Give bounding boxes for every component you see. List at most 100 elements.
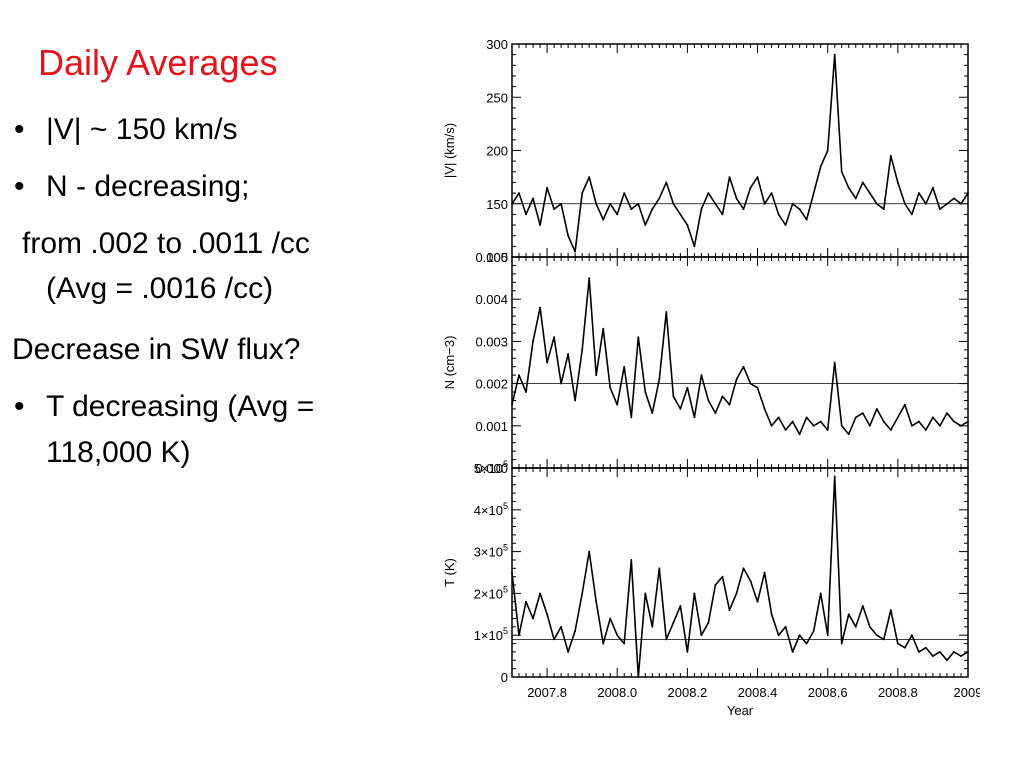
data-point [644,592,647,595]
data-point [714,412,717,415]
y-tick-label: 0.004 [475,292,508,307]
x-tick-label: 2008.4 [738,685,778,700]
data-point [749,579,752,582]
data-point [623,192,626,195]
data-point [574,630,577,632]
y-tick-label-exponent: 5 [503,459,508,469]
data-point [798,208,801,210]
data-point [770,192,773,195]
data-point [953,651,955,653]
data-point [939,651,941,653]
data-point [735,592,738,595]
data-point [812,630,815,632]
data-point [854,625,857,628]
data-point [581,348,584,351]
data-point [511,403,513,406]
data-point [686,651,689,653]
y-tick-label: 300 [486,37,508,52]
data-point [833,361,836,364]
data-point [679,213,682,216]
data-point [896,181,899,184]
data-point [847,613,850,616]
data-point [588,176,591,179]
data-point [939,424,941,427]
data-point [560,202,563,205]
x-tick-label: 2008.2 [668,685,708,700]
data-point [847,433,850,436]
data-point [784,625,787,628]
data-point [960,202,962,205]
data-point [932,655,934,657]
data-point [946,202,948,205]
data-point [700,208,703,210]
data-point [595,202,598,205]
data-point [630,416,633,419]
data-point [861,605,864,607]
data-point [742,208,745,210]
data-point [693,245,696,248]
data-point [553,336,555,339]
data-point [917,420,920,423]
y-tick-label: 5×105 [474,459,508,476]
data-point [833,475,836,478]
data-point [798,634,801,637]
data-point [707,192,710,195]
data-point [602,327,605,330]
data-point [868,625,871,628]
data-point [967,420,969,423]
data-point [532,340,534,343]
data-point [868,192,871,195]
data-point [777,634,780,637]
bullet-glyph: • [14,170,25,203]
y-tick-label-exponent: 5 [503,584,508,594]
data-point [539,224,541,226]
data-point [946,659,948,662]
data-point [960,424,962,427]
data-point [777,416,780,419]
density-average-text: (Avg = .0016 /cc) [46,272,274,305]
data-point [525,391,527,393]
data-point [525,213,527,216]
data-point [560,382,563,385]
x-tick-label: 2008.0 [597,685,637,700]
data-point [602,642,605,645]
data-point [588,550,591,553]
y-tick-label: 0.003 [475,334,508,349]
data-point [819,420,822,423]
data-point [756,600,759,603]
data-point [616,634,619,637]
data-point [679,408,682,410]
data-point [672,395,675,398]
y-tick-label: 150 [486,197,508,212]
y-tick-label-base: 3×10 [474,545,503,560]
bullet-velocity: |V| ~ 150 km/s [46,113,238,146]
data-point [546,613,548,616]
y-tick-label: 3×105 [474,543,508,560]
data-point [700,374,703,377]
data-point [588,277,591,279]
x-tick-label: 2009 [954,685,980,700]
data-point [567,651,570,653]
data-point [672,202,675,205]
data-point [932,186,934,189]
data-point [953,420,955,423]
data-point [840,642,843,645]
data-point [896,642,899,645]
data-point [777,213,780,216]
data-point [798,433,801,436]
data-point [953,197,955,200]
y-tick-label: 0.002 [475,377,508,392]
data-point [917,192,920,195]
data-point [903,202,906,205]
data-point [826,634,829,637]
data-point [728,403,731,406]
y-tick-label-exponent: 5 [503,543,508,553]
data-point [903,646,906,649]
data-point [805,416,808,419]
data-point [826,429,829,431]
y-tick-label-exponent: 5 [503,626,508,636]
data-series-line [511,53,969,253]
data-point [707,399,710,402]
data-point [763,571,766,574]
data-point [756,386,759,389]
